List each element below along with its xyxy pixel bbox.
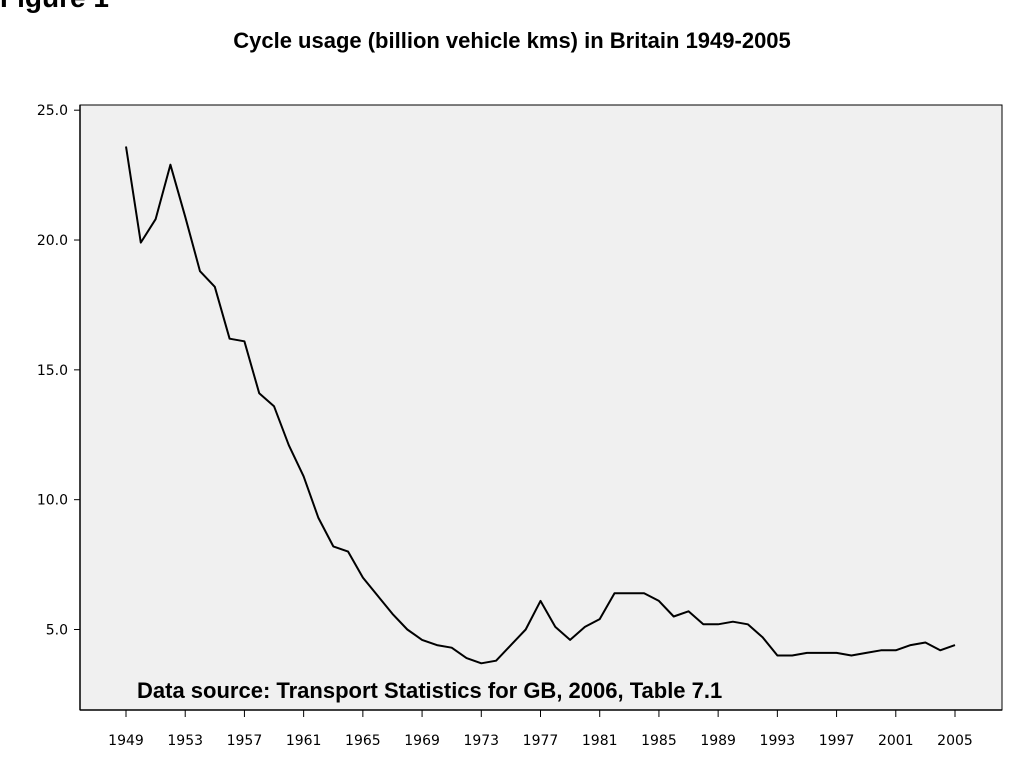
series-layer (125, 146, 956, 665)
x-tick-label: 1949 (108, 733, 144, 749)
y-tick-label: 25.0 (37, 103, 68, 119)
x-tick-label: 1977 (523, 733, 559, 749)
chart-title: Cycle usage (billion vehicle kms) in Bri… (233, 28, 791, 53)
plot-area (79, 104, 1003, 711)
x-tick-label: 2001 (878, 733, 914, 749)
x-tick-label: 1981 (582, 733, 618, 749)
data-source-annotation: Data source: Transport Statistics for GB… (137, 678, 722, 703)
x-tick-label: 1965 (345, 733, 381, 749)
y-tick-label: 5.0 (46, 623, 68, 639)
x-tick-label: 1989 (700, 733, 736, 749)
x-tick-label: 1969 (404, 733, 440, 749)
series-line (125, 146, 956, 665)
y-tick-label: 15.0 (37, 363, 68, 379)
x-tick-label: 1953 (167, 733, 203, 749)
x-tick-label: 1973 (463, 733, 499, 749)
x-tick-label: 2005 (937, 733, 973, 749)
x-tick-label: 1957 (227, 733, 263, 749)
x-tick-label: 1993 (760, 733, 796, 749)
x-tick-label: 1997 (819, 733, 855, 749)
x-axis: 1949 1953 1957 1961 1965 1969 1973 1977 1981 1985… (80, 709, 1002, 749)
y-axis: 5.0 10.0 15.0 20.0 25.0 (37, 103, 81, 710)
figure-label: Figure 1 (0, 0, 109, 14)
x-tick-label: 1985 (641, 733, 677, 749)
y-tick-label: 20.0 (37, 233, 68, 249)
x-tick-label: 1961 (286, 733, 322, 749)
y-tick-label: 10.0 (37, 493, 68, 509)
